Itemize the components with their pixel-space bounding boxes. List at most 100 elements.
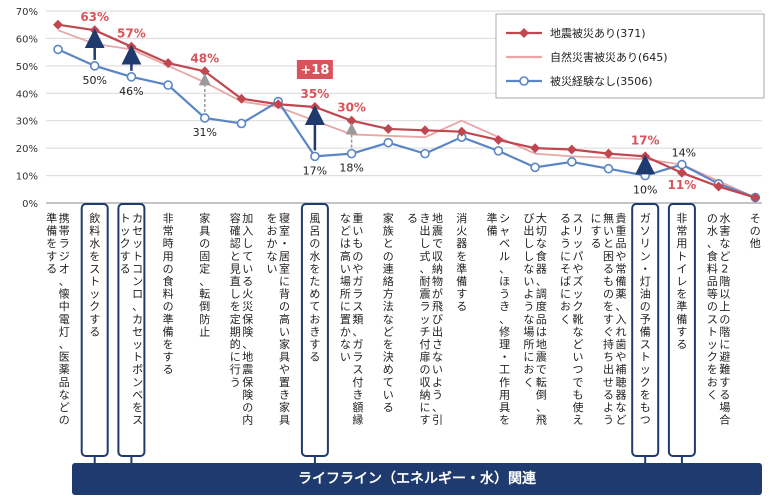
- category-label-char: な: [523, 262, 534, 275]
- category-label-char: 高: [279, 312, 290, 326]
- blue-value-label: 14%: [672, 147, 696, 160]
- category-label-char: 以: [719, 288, 730, 301]
- category-label-char: 場: [523, 325, 534, 338]
- category-label-char: ス: [352, 300, 363, 313]
- category-label-char: に: [560, 250, 571, 263]
- category-label-char: ク: [573, 300, 584, 313]
- category-label-char: す: [603, 313, 614, 326]
- category-label-char: な: [616, 401, 627, 414]
- category-label-char: ベ: [132, 388, 143, 401]
- category-label-char: 、: [199, 275, 210, 288]
- category-label-char: セ: [132, 325, 143, 338]
- category-label-char: き: [499, 300, 510, 313]
- category-label-char: や: [616, 351, 627, 364]
- data-point: [200, 113, 210, 123]
- category-label-char: す: [309, 338, 320, 351]
- data-point: [163, 80, 173, 90]
- category-label-char: も: [573, 388, 584, 401]
- category-label-char: す: [120, 250, 131, 263]
- category-label-char: 法: [383, 299, 394, 313]
- category-label-char: そ: [560, 262, 571, 275]
- category-label-char: 扉: [420, 351, 431, 364]
- category-label-char: 式: [420, 250, 431, 263]
- category-label-char: 食: [536, 249, 547, 263]
- category-label-char: る: [383, 401, 394, 414]
- category-label-char: 水: [89, 237, 100, 250]
- category-label-char: の: [352, 250, 363, 263]
- category-label-char: 具: [199, 225, 210, 238]
- category-label-char: を: [676, 288, 687, 301]
- category-label-char: る: [163, 363, 174, 376]
- category-label-char: ス: [573, 212, 584, 225]
- category-label-char: な: [340, 212, 351, 225]
- category-label-char: 、: [616, 300, 627, 313]
- category-label-char: ク: [89, 300, 100, 313]
- category-label-char: る: [719, 388, 730, 401]
- category-label-char: に: [523, 351, 534, 364]
- category-label-char: 風: [309, 212, 320, 225]
- category-label-char: を: [132, 401, 143, 414]
- category-label-char: 引: [432, 413, 443, 427]
- category-label-char: 理: [499, 338, 510, 351]
- category-label-char: ク: [640, 376, 651, 389]
- data-point: [603, 163, 614, 174]
- category-label-char: す: [456, 288, 467, 301]
- category-label-char: チ: [420, 325, 431, 338]
- category-label-char: る: [309, 351, 320, 364]
- category-label-char: な: [523, 313, 534, 326]
- category-label-char: が: [432, 287, 443, 301]
- data-point: [493, 134, 504, 145]
- category-label-char: し: [242, 237, 253, 250]
- category-label-char: ・: [640, 262, 651, 275]
- category-label-char: ラ: [352, 288, 363, 301]
- category-label-char: カ: [132, 212, 143, 225]
- category-label-char: す: [89, 313, 100, 326]
- category-label-char: 転: [536, 376, 547, 389]
- category-label-char: を: [603, 300, 614, 313]
- category-label-char: 歯: [616, 338, 627, 351]
- data-point: [383, 123, 394, 134]
- category-label-char: よ: [523, 288, 534, 301]
- category-label-char: る: [676, 338, 687, 351]
- category-label-char: き: [279, 388, 290, 401]
- category-label-char: か: [340, 325, 351, 338]
- category-label-char: ど: [340, 225, 351, 238]
- category-label-char: 置: [340, 313, 351, 326]
- category-label-char: 転: [199, 288, 210, 301]
- category-label-char: ど: [383, 325, 394, 338]
- category-label-char: 方: [383, 287, 394, 301]
- category-label-char: の: [59, 414, 70, 427]
- category-label-char: 準: [676, 299, 687, 313]
- category-label-char: も: [640, 401, 651, 414]
- category-label-char: め: [383, 363, 394, 376]
- blue-value-label: 31%: [193, 126, 217, 139]
- category-label-char: ジ: [59, 250, 70, 263]
- category-label-char: と: [230, 250, 241, 263]
- red-value-label: 63%: [80, 10, 109, 24]
- category-label-char: 灯: [640, 275, 651, 288]
- category-label-char: を: [89, 250, 100, 263]
- category-label-char: 入: [242, 225, 253, 238]
- category-label-char: き: [420, 212, 431, 225]
- category-label-char: 、: [499, 262, 510, 275]
- category-label-char: ど: [573, 338, 584, 351]
- category-label-char: 震: [242, 363, 253, 376]
- diff-badge-label: +18: [300, 63, 329, 78]
- category-label-char: ッ: [120, 225, 131, 238]
- category-label-char: 器: [456, 237, 467, 250]
- category-label-char: 常: [163, 225, 174, 238]
- category-label-char: い: [352, 225, 363, 238]
- category-label-char: 場: [719, 401, 730, 414]
- category-label-char: や: [352, 262, 363, 275]
- category-label-char: 具: [279, 351, 290, 364]
- category-label-char: ボ: [132, 363, 143, 376]
- category-label-char: お: [707, 376, 718, 389]
- y-tick-label: 70%: [16, 7, 38, 18]
- category-label-char: 上: [719, 300, 730, 313]
- category-label-char: よ: [603, 401, 614, 414]
- category-label-char: ラ: [420, 300, 431, 313]
- category-label-char: ス: [89, 262, 100, 275]
- data-point: [640, 170, 651, 181]
- category-label-char: つ: [573, 363, 584, 376]
- data-point: [89, 61, 100, 71]
